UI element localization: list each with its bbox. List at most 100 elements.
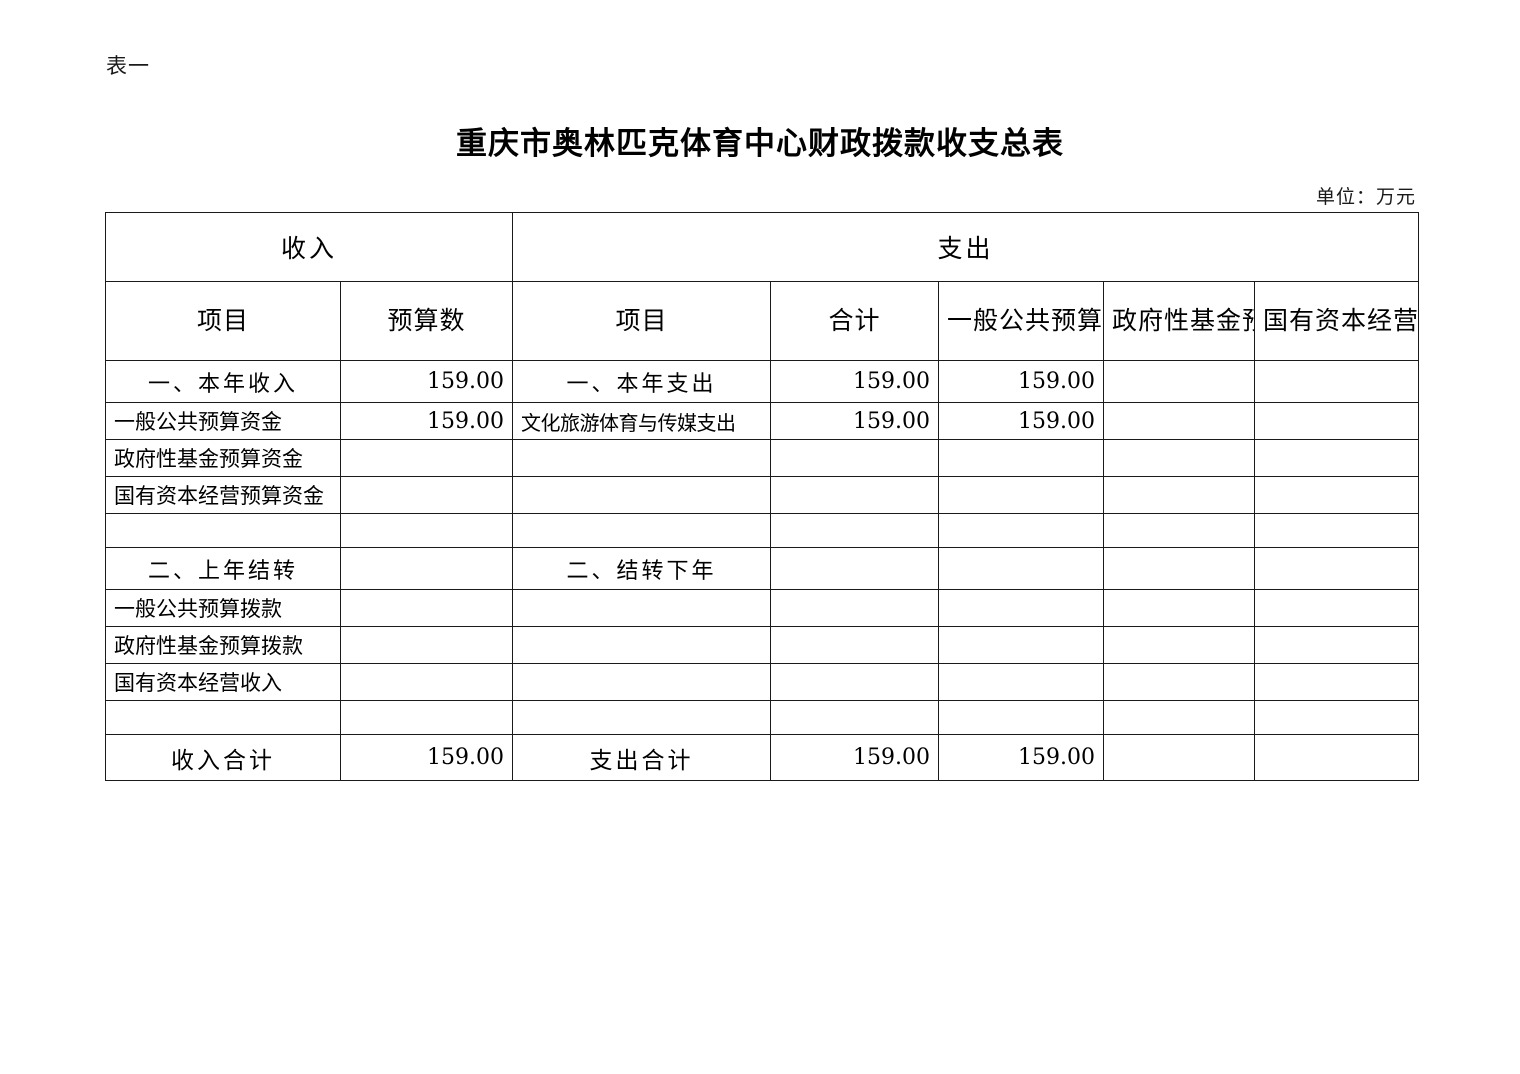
cell-exp-general [938,626,1105,664]
cell-exp-item [512,589,772,627]
cell-exp-total [770,626,940,664]
cell-exp-general: 159.00 [938,402,1105,440]
table-head: 收入 支出 项目 预算数 项目 合计 一般公共预算 政府性基金预算 国有资本经营… [104,212,1420,361]
cell-exp-gov-fund [1103,547,1256,590]
cell-exp-state-capital [1254,626,1420,664]
table-row [105,700,1420,735]
cell-exp-state-capital [1254,476,1420,514]
cell-income-item: 二、上年结转 [105,547,341,590]
cell-income-item: 一般公共预算资金 [105,402,341,440]
cell-income-budget: 159.00 [339,402,514,440]
cell-exp-general [938,700,1105,735]
col-header-exp-general: 一般公共预算 [938,281,1105,361]
cell-income-budget [339,476,514,514]
cell-exp-general [938,476,1105,514]
table-row: 收入合计 159.00 支出合计 159.00 159.00 [105,734,1420,781]
cell-exp-item [512,663,772,701]
cell-exp-gov-fund [1103,360,1256,403]
cell-exp-total [770,589,940,627]
cell-exp-state-capital [1254,663,1420,701]
sheet-label: 表一 [106,54,150,78]
table-row: 一、本年收入 159.00 一、本年支出 159.00 159.00 [105,360,1420,403]
cell-exp-gov-fund [1103,589,1256,627]
cell-exp-item [512,626,772,664]
cell-income-budget [339,663,514,701]
cell-exp-total [770,476,940,514]
group-header-income: 收入 [104,212,514,282]
cell-exp-total: 159.00 [770,402,940,440]
cell-exp-general [938,663,1105,701]
cell-exp-state-capital [1254,439,1420,477]
cell-exp-gov-fund [1103,513,1256,548]
cell-exp-gov-fund [1103,476,1256,514]
table-body: 一、本年收入 159.00 一、本年支出 159.00 159.00 一般公共预算资金 15… [105,360,1420,781]
cell-income-budget [339,589,514,627]
table-row: 政府性基金预算拨款 [105,626,1420,664]
col-header-income-item: 项目 [105,281,341,361]
table-row: 二、上年结转 二、结转下年 [105,547,1420,590]
cell-income-item: 一般公共预算拨款 [105,589,341,627]
cell-exp-gov-fund [1103,626,1256,664]
page-title: 重庆市奥林匹克体育中心财政拨款收支总表 [456,126,1064,162]
cell-income-item: 政府性基金预算拨款 [105,626,341,664]
cell-exp-general [938,513,1105,548]
cell-exp-state-capital [1254,513,1420,548]
cell-exp-item: 支出合计 [512,734,772,781]
cell-income-budget [339,439,514,477]
cell-exp-general [938,589,1105,627]
cell-exp-general [938,547,1105,590]
cell-exp-gov-fund [1103,734,1256,781]
column-header-row: 项目 预算数 项目 合计 一般公共预算 政府性基金预算 国有资本经营预算 [105,281,1420,361]
col-header-exp-item: 项目 [512,281,772,361]
cell-exp-general [938,439,1105,477]
cell-income-item: 国有资本经营预算资金 [105,476,341,514]
cell-exp-total: 159.00 [770,360,940,403]
cell-income-budget [339,547,514,590]
table-row: 一般公共预算资金 159.00 文化旅游体育与传媒支出 159.00 159.00 [105,402,1420,440]
col-header-exp-total: 合计 [770,281,940,361]
cell-exp-total [770,547,940,590]
col-header-income-budget: 预算数 [339,281,514,361]
cell-exp-state-capital [1254,734,1420,781]
cell-income-item: 政府性基金预算资金 [105,439,341,477]
cell-income-item [105,513,341,548]
cell-exp-state-capital [1254,402,1420,440]
cell-exp-item: 一、本年支出 [512,360,772,403]
cell-exp-total [770,513,940,548]
cell-income-item: 一、本年收入 [105,360,341,403]
cell-exp-general: 159.00 [938,734,1105,781]
cell-income-budget: 159.00 [339,360,514,403]
cell-exp-total [770,700,940,735]
cell-exp-item [512,700,772,735]
cell-income-budget: 159.00 [339,734,514,781]
table-row: 一般公共预算拨款 [105,589,1420,627]
group-header-row: 收入 支出 [104,212,1420,282]
table-row: 政府性基金预算资金 [105,439,1420,477]
cell-exp-state-capital [1254,589,1420,627]
cell-exp-gov-fund [1103,402,1256,440]
cell-exp-item: 二、结转下年 [512,547,772,590]
cell-income-budget [339,513,514,548]
cell-exp-item [512,439,772,477]
cell-exp-gov-fund [1103,700,1256,735]
cell-income-item [105,700,341,735]
cell-exp-total [770,439,940,477]
col-header-exp-state-capital: 国有资本经营预算 [1254,281,1420,361]
cell-exp-state-capital [1254,547,1420,590]
cell-exp-total [770,663,940,701]
cell-exp-state-capital [1254,360,1420,403]
table-row [105,513,1420,548]
table-row: 国有资本经营预算资金 [105,476,1420,514]
cell-exp-general: 159.00 [938,360,1105,403]
group-header-expenditure: 支出 [512,212,1420,282]
col-header-exp-gov-fund: 政府性基金预算 [1103,281,1256,361]
cell-exp-state-capital [1254,700,1420,735]
cell-income-budget [339,626,514,664]
cell-income-item: 收入合计 [105,734,341,781]
budget-table: 收入 支出 项目 预算数 项目 合计 一般公共预算 政府性基金预算 国有资本经营… [104,212,1420,781]
cell-exp-item [512,476,772,514]
table-row: 国有资本经营收入 [105,663,1420,701]
unit-note: 单位：万元 [1315,186,1416,208]
budget-table-container: 收入 支出 项目 预算数 项目 合计 一般公共预算 政府性基金预算 国有资本经营… [104,212,1420,781]
